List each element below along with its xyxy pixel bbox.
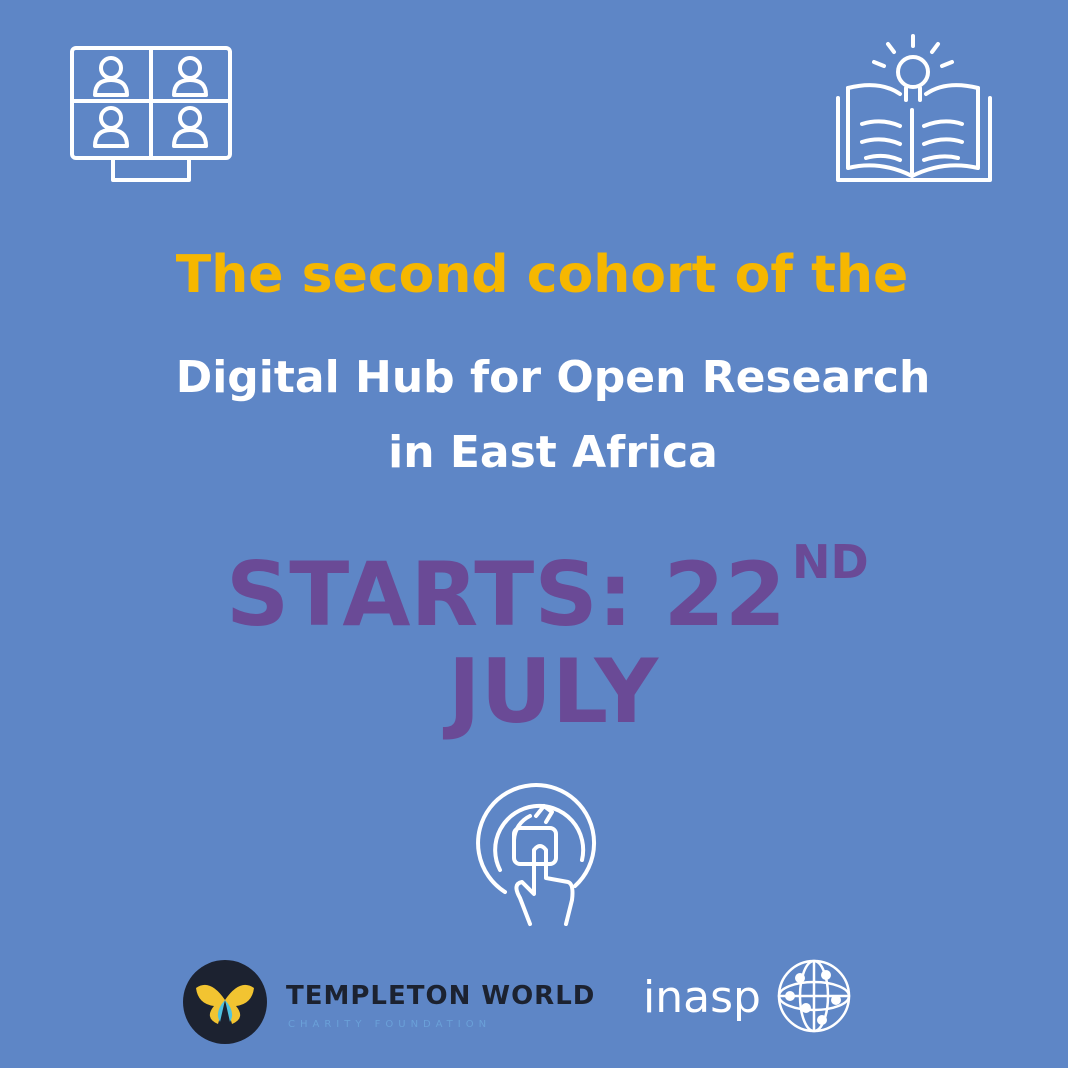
start-date: STARTS: 22 [226,543,786,646]
templeton-tagline: CHARITY FOUNDATION [288,1019,491,1030]
date-suffix: ND [792,535,869,589]
inasp-name: inasp [643,972,761,1023]
headline: The second cohort of the [176,245,908,305]
inasp-dots [785,970,841,1025]
program-line: in East Africa [388,427,718,478]
tap-icon [476,783,597,926]
templeton-name: TEMPLETON WORLD [286,981,595,1011]
program-line: Digital Hub for Open Research [176,352,931,403]
start-month: JULY [443,640,660,743]
templeton-logo [183,960,267,1044]
book-idea-icon [836,34,992,182]
video-call-icon [70,46,232,182]
